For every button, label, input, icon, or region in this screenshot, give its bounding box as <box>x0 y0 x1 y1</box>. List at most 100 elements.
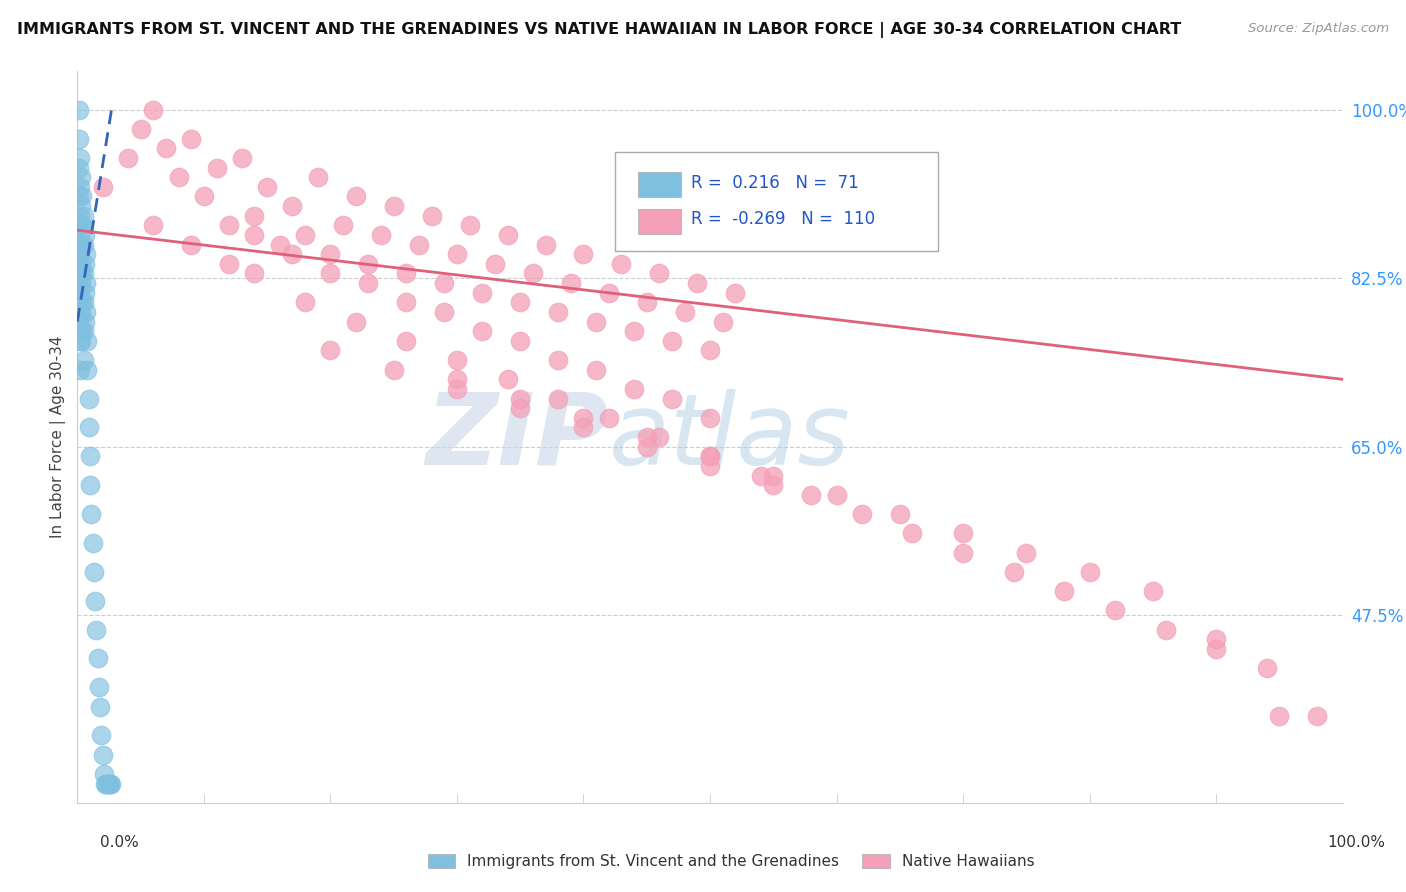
Point <box>142 219 165 233</box>
Point <box>73 353 96 368</box>
Point <box>218 257 240 271</box>
Point <box>77 420 100 434</box>
Point <box>1154 623 1177 637</box>
Point <box>79 450 101 464</box>
Y-axis label: In Labor Force | Age 30-34: In Labor Force | Age 30-34 <box>51 335 66 539</box>
Point <box>93 767 115 781</box>
Point <box>598 285 620 300</box>
Point <box>70 257 93 271</box>
Point <box>129 122 152 136</box>
Point <box>70 199 93 213</box>
Point <box>699 458 721 473</box>
Point <box>243 267 266 281</box>
Point <box>70 305 93 319</box>
Point <box>496 227 519 242</box>
Point <box>269 237 291 252</box>
Point <box>100 776 122 790</box>
Point <box>73 257 96 271</box>
Point <box>294 227 316 242</box>
Point <box>72 295 94 310</box>
Point <box>825 488 848 502</box>
Text: 0.0%: 0.0% <box>100 836 139 850</box>
Point <box>91 179 114 194</box>
Point <box>332 219 354 233</box>
Point <box>547 392 569 406</box>
Point <box>69 334 91 348</box>
Point <box>1053 584 1076 599</box>
Point <box>243 227 266 242</box>
Point <box>509 401 531 416</box>
Point <box>73 267 96 281</box>
Point <box>724 285 747 300</box>
Point <box>67 295 90 310</box>
Point <box>69 247 91 261</box>
Point <box>572 247 595 261</box>
Point <box>218 219 240 233</box>
Point <box>699 410 721 425</box>
Point <box>73 324 96 338</box>
Point <box>281 199 304 213</box>
Point <box>67 315 90 329</box>
Point <box>446 353 468 368</box>
Point <box>623 382 645 396</box>
Point <box>67 189 90 203</box>
Point <box>762 468 785 483</box>
Point <box>77 392 100 406</box>
Point <box>69 362 91 376</box>
Point <box>75 305 97 319</box>
Point <box>800 488 823 502</box>
Point <box>67 161 90 175</box>
Text: 100.0%: 100.0% <box>1327 836 1386 850</box>
Point <box>67 276 90 290</box>
Point <box>75 276 97 290</box>
Point <box>73 285 96 300</box>
Point <box>67 257 90 271</box>
FancyBboxPatch shape <box>638 209 681 234</box>
Point <box>433 305 456 319</box>
Point <box>509 392 531 406</box>
Point <box>294 295 316 310</box>
Point <box>231 151 253 165</box>
Point <box>98 776 121 790</box>
Point <box>471 285 494 300</box>
Point <box>70 237 93 252</box>
Point <box>97 776 120 790</box>
Point <box>80 507 103 521</box>
Point <box>598 410 620 425</box>
Point <box>83 565 105 579</box>
Point <box>1268 709 1291 723</box>
Text: R =  0.216   N =  71: R = 0.216 N = 71 <box>692 174 859 192</box>
Point <box>75 247 97 261</box>
Point <box>636 430 658 444</box>
FancyBboxPatch shape <box>616 152 938 251</box>
Point <box>522 267 544 281</box>
Point <box>82 536 104 550</box>
Point <box>762 478 785 492</box>
Point <box>67 132 90 146</box>
Point <box>547 305 569 319</box>
Point <box>699 450 721 464</box>
Point <box>72 237 94 252</box>
Point <box>180 237 202 252</box>
Point <box>952 545 974 559</box>
Point <box>901 526 924 541</box>
Point <box>496 372 519 386</box>
Point <box>1205 632 1227 647</box>
Point <box>70 170 93 185</box>
Point <box>1015 545 1038 559</box>
Point <box>73 237 96 252</box>
Point <box>509 295 531 310</box>
Point <box>76 362 98 376</box>
Point <box>1142 584 1164 599</box>
Point <box>73 295 96 310</box>
Point <box>72 189 94 203</box>
Point <box>89 699 111 714</box>
Point <box>749 468 772 483</box>
FancyBboxPatch shape <box>638 172 681 197</box>
Text: ZIP: ZIP <box>426 389 609 485</box>
Point <box>180 132 202 146</box>
Point <box>91 747 114 762</box>
Point <box>319 267 342 281</box>
Point <box>94 776 117 790</box>
Point <box>87 681 110 695</box>
